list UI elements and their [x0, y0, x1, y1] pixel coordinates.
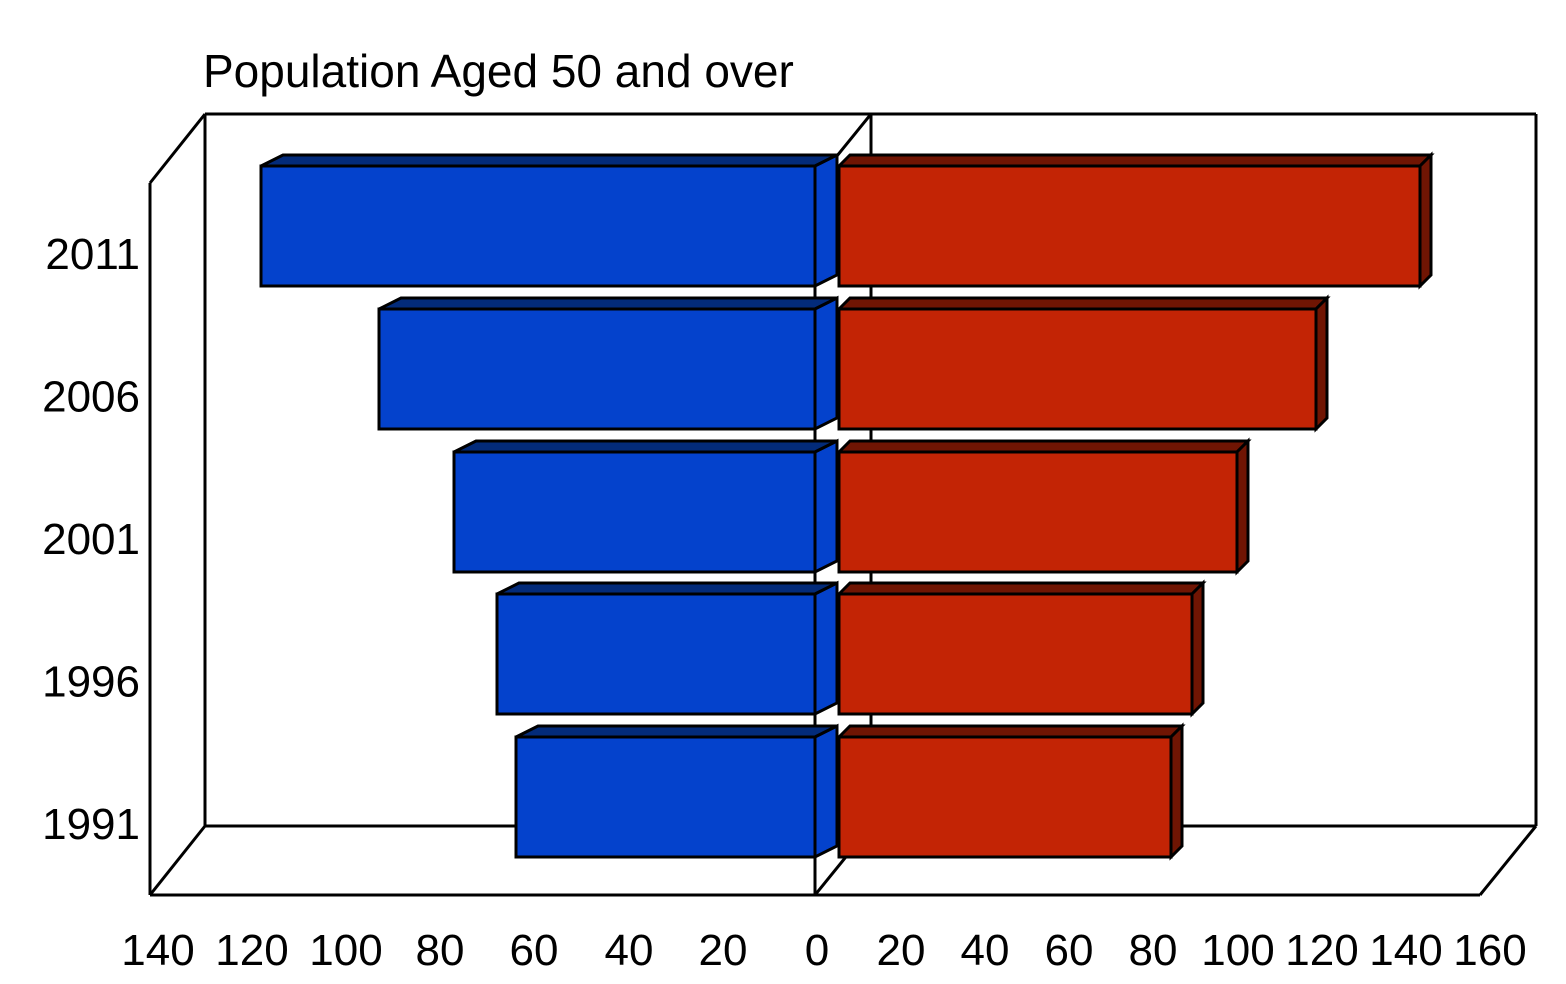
bar-right-2006-top — [835, 296, 1331, 311]
x-axis-tick-label-7: 0 — [805, 926, 829, 975]
bar-left-1991-top — [515, 724, 838, 739]
x-axis-tick-label-5: 40 — [605, 926, 654, 975]
bar-left-2006-top — [378, 296, 838, 311]
x-axis-tick-label-10: 60 — [1045, 926, 1094, 975]
x-axis-tick-label-3: 80 — [416, 926, 465, 975]
bar-left-1996-side — [813, 580, 839, 717]
bar-right-2011-front — [837, 164, 1422, 288]
y-axis-label-2001: 2001 — [42, 515, 140, 564]
bar-right-1991-front — [837, 735, 1173, 859]
bar-left-2001-front — [452, 450, 817, 574]
bar-right-2006-side — [1314, 294, 1329, 433]
bar-left-2011-side — [813, 152, 839, 289]
bar-right-2011-top — [835, 153, 1435, 168]
bar-right-1991-top — [835, 724, 1186, 739]
y-axis-label-1996: 1996 — [42, 657, 140, 706]
bar-right-1996-top — [835, 581, 1207, 596]
bar-right-2001-top — [835, 439, 1252, 454]
bar-left-1996-top — [496, 581, 838, 596]
bar-left-2011-top — [260, 153, 838, 168]
x-axis-tick-label-8: 20 — [877, 926, 926, 975]
bar-right-2011-side — [1418, 151, 1433, 290]
bar-right-1996-front — [837, 592, 1194, 716]
x-axis-tick-label-2: 100 — [309, 926, 382, 975]
x-axis-tick-label-1: 120 — [215, 926, 288, 975]
x-axis-tick-label-12: 100 — [1201, 926, 1274, 975]
bar-left-2006-front — [377, 307, 817, 431]
bar-right-1991-side — [1169, 722, 1184, 861]
chart-title: Population Aged 50 and over — [203, 45, 794, 97]
frame-bottom-right-depth-edge — [1478, 825, 1538, 896]
bar-left-1991-side — [813, 723, 839, 860]
bar-right-1996-side — [1190, 579, 1205, 718]
y-axis-label-1991: 1991 — [42, 800, 140, 849]
x-axis-tick-label-11: 80 — [1129, 926, 1178, 975]
bar-left-2011-front — [259, 164, 817, 288]
x-axis-tick-label-13: 120 — [1285, 926, 1358, 975]
x-axis-tick-label-4: 60 — [510, 926, 559, 975]
bar-right-2001-side — [1235, 437, 1250, 576]
bar-left-1991-front — [514, 735, 817, 859]
bar-right-2006-front — [837, 307, 1318, 431]
x-axis-tick-label-14: 140 — [1369, 926, 1442, 975]
bar-left-1996-front — [495, 592, 817, 716]
bar-right-2001-front — [837, 450, 1239, 574]
bar-left-2001-side — [813, 438, 839, 575]
frame-bottom-left-depth-edge — [148, 825, 207, 896]
bar-left-2006-side — [813, 295, 839, 432]
x-axis-tick-label-0: 140 — [121, 926, 194, 975]
x-axis-tick-label-15: 160 — [1453, 926, 1526, 975]
bar-left-2001-top — [453, 439, 838, 454]
x-axis-tick-label-6: 20 — [699, 926, 748, 975]
frame-top-left-depth-edge — [148, 113, 207, 184]
y-axis-label-2006: 2006 — [42, 373, 140, 422]
x-axis-tick-label-9: 40 — [961, 926, 1010, 975]
y-axis-label-2011: 2011 — [45, 230, 140, 279]
